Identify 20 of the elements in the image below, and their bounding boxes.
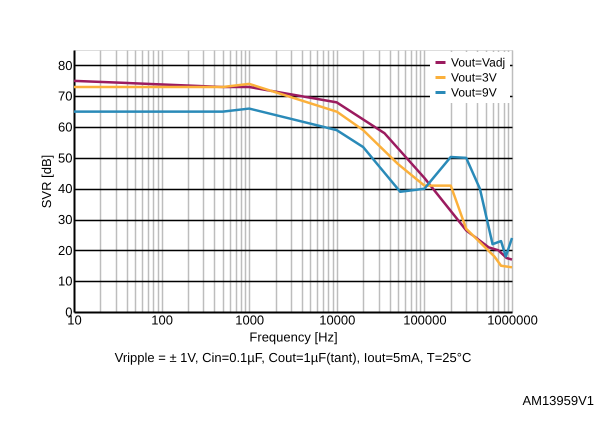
x-tick-label: 1000 [235, 312, 264, 328]
y-tick-label: 20 [58, 242, 72, 258]
y-tick-label: 80 [58, 58, 72, 73]
text: Vripple = ± 1V, Cin=0.1µF, Cout=1µF(tant), Iout=5mA, T=25°C [114, 350, 472, 365]
x-tick-label: 100000 [403, 312, 447, 328]
y-tick-label: 50 [58, 150, 72, 166]
y-tick-label: 70 [58, 88, 72, 104]
y-tick-label: 10 [58, 274, 72, 289]
y-axis-title: SVR [dB] [39, 154, 54, 208]
y-tick-label: 60 [58, 120, 72, 135]
legend-label: Vout=9V [451, 86, 497, 100]
legend-label: Vout=3V [451, 70, 497, 84]
text: AM13959V1 [522, 393, 594, 408]
legend-label: Vout=Vadj [451, 56, 506, 70]
y-tick-label: 30 [58, 212, 72, 228]
y-tick-label: 40 [58, 181, 72, 196]
x-tick-label: 1000000 [487, 312, 538, 328]
x-axis-title: Frequency [Hz] [249, 330, 338, 344]
x-tick-label: 10000 [319, 312, 356, 328]
x-tick-label: 100 [151, 312, 173, 328]
